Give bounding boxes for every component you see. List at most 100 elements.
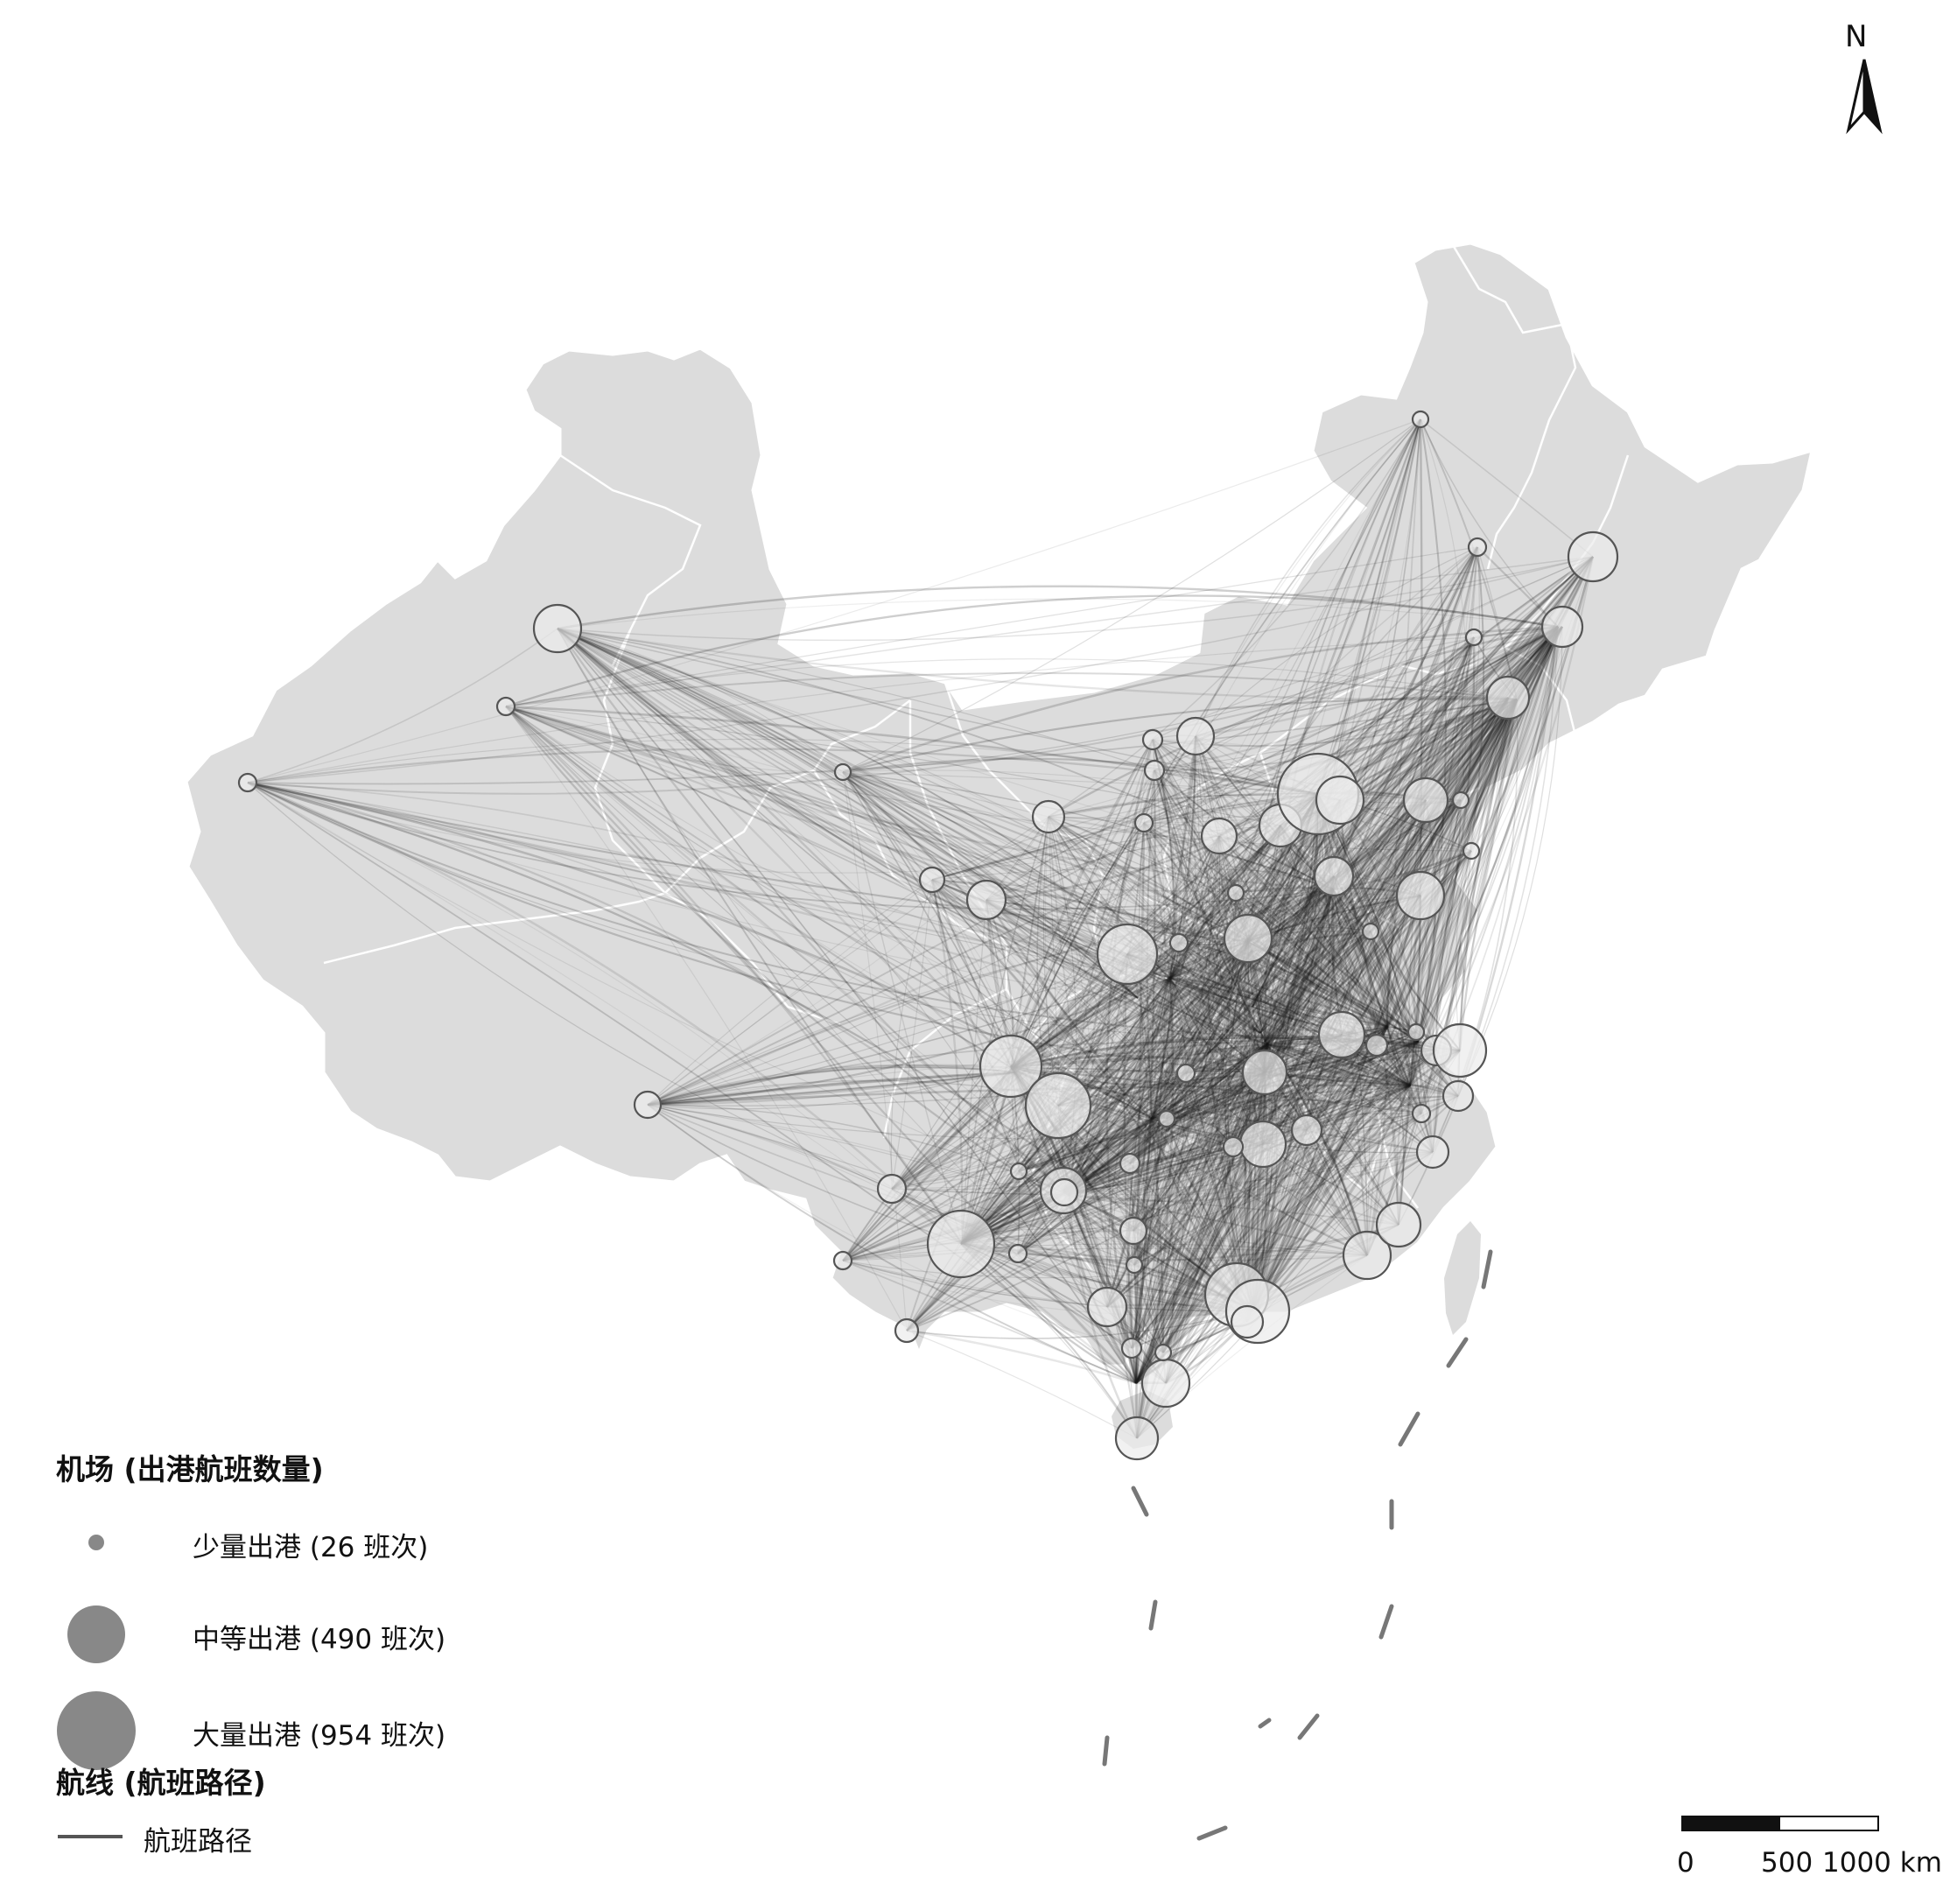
flight-route (1017, 977, 1171, 1254)
flight-route (1169, 977, 1187, 1074)
flight-route (1332, 889, 1378, 1046)
flight-route (1143, 822, 1422, 1114)
flight-route (557, 628, 1139, 999)
flight-route (557, 628, 1261, 1034)
flight-route (1184, 889, 1334, 1074)
flight-route (647, 1064, 1016, 1106)
flight-route (1376, 626, 1559, 1046)
flight-route (1470, 626, 1560, 852)
flight-route (1010, 941, 1249, 1068)
flight-route (1011, 825, 1281, 1069)
airport-marker (237, 772, 258, 793)
flight-route (906, 1041, 1419, 1331)
airport-marker (1049, 1177, 1079, 1207)
flight-route (1154, 769, 1264, 1145)
flight-route (1247, 697, 1509, 939)
flight-route (1105, 739, 1154, 1384)
flight-route (1068, 799, 1427, 1196)
flight-route (1011, 1036, 1461, 1070)
flight-route (1068, 1043, 1378, 1196)
flight-route (557, 628, 1261, 1034)
flight-route (247, 782, 1171, 979)
flight-route (1243, 941, 1265, 1145)
flight-route (1063, 793, 1320, 1193)
scale-bar-white-segment (1778, 1816, 1879, 1831)
flight-route (961, 1043, 1268, 1244)
flight-route (1152, 739, 1420, 1043)
flight-route (1154, 699, 1518, 771)
flight-route (1165, 938, 1249, 1384)
flight-route (247, 782, 1013, 1069)
flight-route (1057, 699, 1518, 1107)
flight-route (1236, 941, 1257, 1296)
flight-route (1257, 1050, 1437, 1312)
flight-route (1424, 626, 1559, 801)
flight-route (1417, 697, 1509, 1043)
flight-route (1409, 626, 1563, 1086)
flight-route (986, 894, 1371, 932)
flight-route (1165, 977, 1175, 1120)
flight-route (906, 977, 1171, 1331)
flight-route (906, 626, 1559, 1331)
flight-route (647, 816, 1049, 1106)
airport-marker (1226, 883, 1245, 903)
flight-route (1247, 556, 1594, 943)
flight-route (842, 771, 963, 1244)
flight-route (1134, 822, 1146, 1384)
flight-route (1048, 625, 1559, 819)
flight-route (1365, 699, 1519, 1256)
flight-route (986, 699, 1518, 901)
flight-route (1135, 556, 1594, 1384)
flight-route (1339, 418, 1421, 801)
flight-route (1266, 418, 1421, 1045)
flight-route (1256, 699, 1519, 1312)
flight-route (1165, 941, 1249, 1384)
flight-route (557, 628, 1108, 1308)
flight-route (1435, 626, 1559, 1051)
flight-route (961, 1049, 1461, 1245)
flight-route (1068, 875, 1335, 1196)
flight-route (1306, 799, 1341, 1131)
airport-marker (1024, 1071, 1092, 1140)
flight-route (891, 793, 1319, 1190)
flight-route (1266, 875, 1335, 1045)
flight-route (842, 625, 1559, 774)
flight-route (1133, 1071, 1266, 1232)
flight-route (1057, 1074, 1411, 1107)
flight-route (1247, 938, 1411, 1086)
flight-route (557, 628, 844, 773)
flight-route (961, 735, 1196, 1244)
flight-route (842, 771, 1268, 1045)
flight-route (891, 850, 1472, 1190)
flight-route (1133, 556, 1594, 1266)
flight-route (1017, 1041, 1419, 1254)
flight-route (557, 628, 1139, 999)
flight-route (1232, 850, 1472, 1148)
flight-route (961, 892, 1237, 1244)
flight-route (961, 1241, 1238, 1296)
flight-route (960, 1041, 1419, 1245)
flight-route (961, 816, 1049, 1244)
flight-route (505, 546, 1478, 707)
flight-route (1152, 739, 1388, 1028)
airport-marker (1009, 1162, 1028, 1181)
flight-route (1280, 825, 1419, 1043)
flight-route (1048, 816, 1065, 1193)
flight-route (1306, 1041, 1419, 1131)
flight-route (1136, 941, 1249, 1439)
legend-small-label: 少量出港 (26 班次) (193, 1532, 429, 1563)
flight-route (1370, 931, 1411, 1086)
flight-route (1247, 941, 1368, 1256)
airport-marker (1467, 537, 1488, 558)
flight-route (960, 892, 1237, 1245)
flight-route (1131, 1050, 1437, 1349)
flight-route (1134, 835, 1220, 1384)
flight-route (557, 628, 1171, 980)
flight-route (557, 628, 1266, 1073)
flight-route (1129, 931, 1371, 1164)
flight-route (906, 1026, 1388, 1331)
flight-route (1036, 816, 1070, 1196)
scale-label-1000: 1000 km (1822, 1847, 1942, 1879)
flight-route (961, 1043, 1268, 1244)
flight-route (960, 793, 1319, 1245)
